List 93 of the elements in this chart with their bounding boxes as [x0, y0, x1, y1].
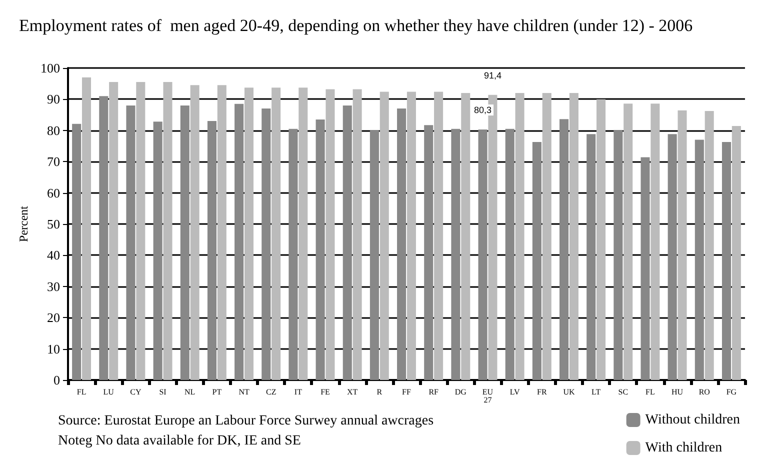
bar	[126, 105, 136, 380]
bar	[180, 105, 190, 380]
bar	[153, 122, 162, 380]
bar	[262, 108, 271, 380]
x-tick-label: FL	[646, 388, 655, 396]
y-tick-label: 60	[47, 185, 60, 200]
bar	[406, 92, 416, 380]
legend-label: Without children	[645, 412, 740, 428]
x-tick-label: IT	[294, 388, 302, 396]
x-tick-label: SC	[618, 388, 628, 396]
data-label: 91,4	[484, 70, 502, 80]
x-tick-label: LU	[103, 388, 114, 396]
bar	[380, 92, 389, 380]
bar	[542, 92, 552, 380]
bar	[109, 82, 118, 380]
x-tick-label: XT	[347, 388, 358, 396]
bar	[288, 128, 298, 380]
bar	[434, 92, 444, 380]
bar	[82, 77, 92, 380]
bar	[640, 157, 650, 380]
bar	[596, 99, 606, 380]
bar	[298, 88, 308, 380]
x-tick-label: FL	[76, 388, 86, 396]
bar	[370, 130, 379, 380]
y-tick-label: 10	[47, 341, 60, 356]
bar	[569, 92, 578, 380]
x-tick-label: DG	[454, 388, 467, 396]
bar	[694, 140, 704, 380]
bar	[342, 105, 352, 380]
x-tick-label: SI	[159, 388, 167, 396]
x-tick-label: CZ	[266, 388, 276, 396]
bar	[217, 85, 226, 380]
text: Noteg No data available for DK, IE and SE	[58, 434, 301, 448]
bar	[505, 128, 514, 380]
x-tick-label: FR	[537, 388, 548, 396]
x-tick-label: HU	[672, 388, 684, 396]
bar	[586, 134, 596, 380]
bar	[397, 108, 406, 380]
y-tick-label: 20	[47, 310, 60, 326]
data-label: 80,3	[474, 104, 492, 115]
bar	[732, 126, 741, 380]
legend-label: With children	[645, 440, 722, 456]
bar	[668, 134, 677, 380]
y-tick-label: 40	[47, 248, 60, 263]
x-tick-label: NL	[184, 388, 196, 396]
x-tick-label: UK	[563, 388, 575, 396]
y-axis-title: Percent	[16, 205, 31, 242]
bar	[424, 125, 434, 380]
y-tick-label: 80	[47, 122, 60, 138]
y-tick-label: 70	[47, 154, 60, 170]
bar	[560, 119, 569, 380]
bar	[244, 88, 254, 380]
bar	[678, 110, 687, 380]
bar	[207, 121, 216, 380]
x-tick-label: EU 27	[482, 388, 494, 404]
y-tick-label: 30	[47, 278, 60, 294]
chart-title: Employment rates of men aged 20-49, depending on whether they have children (under 12) - 2006	[19, 16, 693, 35]
x-tick-label: PT	[212, 388, 222, 396]
bar	[190, 85, 200, 380]
x-tick-label: NT	[238, 388, 250, 396]
y-tick-label: 0	[54, 372, 60, 388]
bar	[704, 111, 714, 380]
x-tick-label: FF	[402, 388, 412, 396]
bar	[624, 104, 633, 380]
bar	[272, 88, 281, 380]
bar	[316, 119, 325, 380]
bar	[99, 96, 108, 380]
x-tick-label: FG	[726, 388, 737, 396]
bar	[326, 89, 335, 380]
bar	[515, 92, 524, 380]
bar	[532, 142, 542, 380]
bar	[136, 82, 146, 380]
y-tick-label: 90	[47, 92, 60, 107]
y-tick-label: 100	[40, 60, 60, 76]
bar	[234, 104, 244, 380]
bar	[461, 92, 470, 380]
bar	[614, 130, 623, 380]
x-tick-label: FE	[320, 388, 330, 396]
bar	[352, 89, 362, 380]
bar	[451, 128, 460, 380]
bar	[163, 82, 172, 380]
x-tick-label: R	[376, 388, 383, 396]
y-tick-label: 50	[47, 216, 60, 232]
x-tick-label: LV	[510, 388, 520, 396]
bar	[650, 104, 660, 380]
x-tick-label: RF	[428, 388, 440, 396]
source-note: Source: Eurostat Europe an Labour Force Surwey annual awcrages	[58, 414, 434, 428]
bar	[478, 129, 488, 380]
bar	[72, 124, 82, 380]
x-tick-label: CY	[130, 388, 142, 396]
bar	[722, 142, 732, 380]
x-tick-label: RO	[698, 388, 710, 396]
x-tick-label: LT	[592, 388, 601, 396]
